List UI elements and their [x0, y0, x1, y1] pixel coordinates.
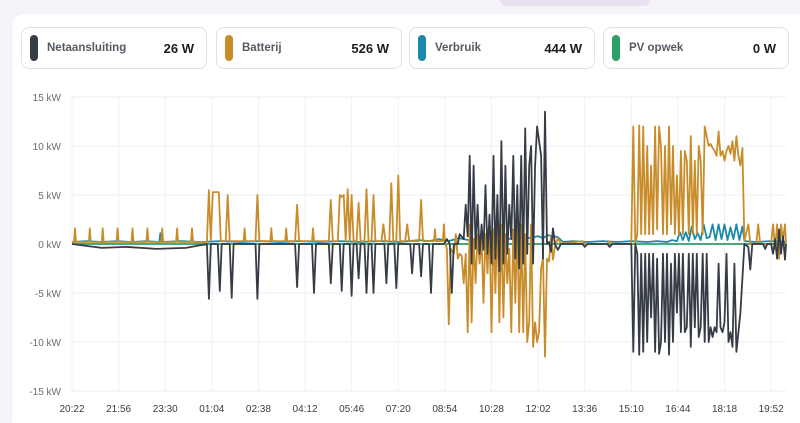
x-tick-label: 15:10: [619, 404, 644, 415]
tile-pv-opwek[interactable]: PV opwek 0 W: [603, 27, 789, 69]
y-tick-label: 15 kW: [33, 93, 62, 104]
tile-netaansluiting-value: 26 W: [163, 40, 194, 56]
chart-series: [71, 110, 787, 358]
tile-pv-opwek-label: PV opwek: [629, 42, 684, 54]
y-tick-label: 10 kW: [33, 142, 62, 153]
x-tick-label: 18:18: [712, 404, 737, 415]
tile-pv-opwek-value: 0 W: [752, 40, 776, 56]
netaansluiting-color-bar: [30, 35, 38, 61]
top-edge-shadow: [500, 0, 650, 6]
series-line-netaansluiting: [71, 110, 787, 356]
x-tick-label: 04:12: [293, 404, 318, 415]
x-tick-label: 21:56: [106, 404, 131, 415]
x-axis-ticks: 20:22 21:56 23:30 01:04 02:38 04:12 05:46 07:20…: [59, 404, 784, 415]
tile-batterij-label: Batterij: [242, 42, 282, 54]
x-tick-label: 08:54: [432, 404, 457, 415]
y-tick-label: -10 kW: [29, 338, 61, 349]
x-tick-label: 23:30: [153, 404, 178, 415]
pv-opwek-color-bar: [612, 35, 620, 61]
x-tick-label: 12:02: [526, 404, 551, 415]
y-tick-label: 0 kW: [38, 240, 61, 251]
tile-batterij-value: 526 W: [351, 40, 389, 56]
tile-verbruik-value: 444 W: [544, 40, 582, 56]
y-tick-label: -5 kW: [35, 289, 62, 300]
tile-verbruik-label: Verbruik: [435, 42, 482, 54]
tile-batterij[interactable]: Batterij 526 W: [216, 27, 402, 69]
x-tick-label: 05:46: [339, 404, 364, 415]
batterij-color-bar: [225, 35, 233, 61]
y-tick-label: 5 kW: [38, 191, 61, 202]
x-tick-label: 01:04: [199, 404, 224, 415]
tile-verbruik[interactable]: Verbruik 444 W: [409, 27, 595, 69]
x-tick-label: 16:44: [665, 404, 690, 415]
y-axis-ticks: 15 kW 10 kW 5 kW 0 kW -5 kW -10 kW -15 kW: [29, 93, 61, 398]
x-tick-label: 20:22: [59, 404, 84, 415]
tile-netaansluiting[interactable]: Netaansluiting 26 W: [21, 27, 207, 69]
verbruik-color-bar: [418, 35, 426, 61]
x-tick-label: 10:28: [479, 404, 504, 415]
x-tick-label: 02:38: [246, 404, 271, 415]
tile-netaansluiting-label: Netaansluiting: [47, 42, 127, 54]
y-tick-label: -15 kW: [29, 387, 61, 398]
x-tick-label: 19:52: [759, 404, 784, 415]
series-line-batterij: [72, 124, 787, 358]
x-tick-label: 13:36: [572, 404, 597, 415]
x-tick-label: 07:20: [386, 404, 411, 415]
